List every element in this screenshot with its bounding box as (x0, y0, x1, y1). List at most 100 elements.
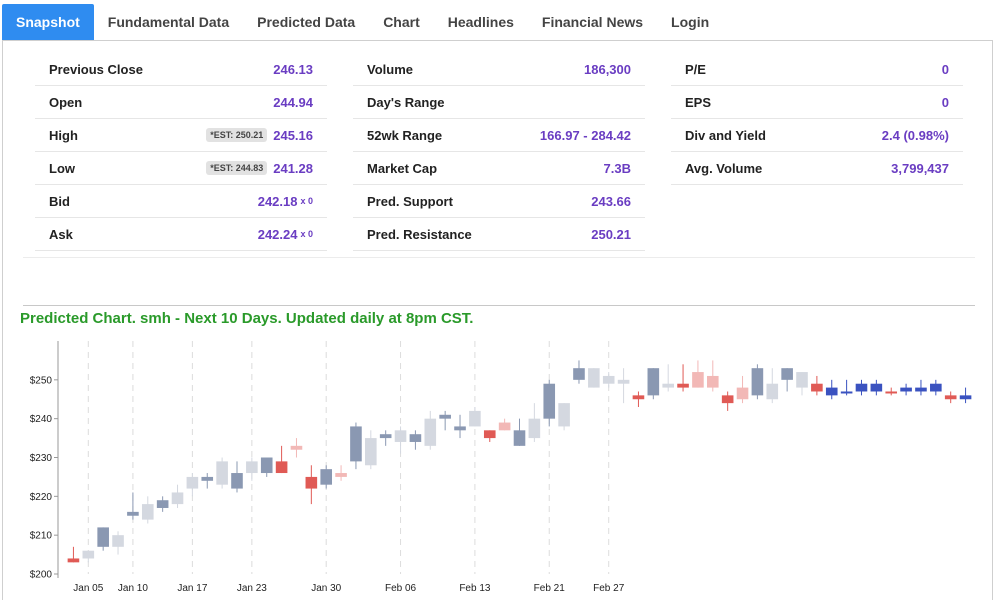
candle-body (944, 395, 957, 400)
candle-body (588, 368, 600, 388)
candle-body (632, 395, 645, 400)
candle-body (275, 461, 288, 474)
y-tick-label: $200 (30, 570, 53, 581)
candle-body (171, 492, 184, 505)
candle-body (112, 535, 124, 547)
candle-body (320, 469, 333, 485)
stat-row-ask: Ask 242.24 x 0 (35, 218, 327, 251)
stat-label: P/E (685, 61, 706, 77)
x-tick-label: Jan 23 (237, 583, 267, 594)
x-tick-label: Jan 17 (177, 583, 207, 594)
candle-body (305, 476, 318, 489)
stat-label: Market Cap (367, 160, 438, 176)
candle-body (647, 368, 660, 396)
stat-row-div-and-yield: Div and Yield 2.4 (0.98%) (671, 119, 963, 152)
tab-predicted-data[interactable]: Predicted Data (257, 14, 356, 30)
candle-body (156, 500, 169, 508)
candle-body (930, 383, 942, 392)
candle-body (900, 387, 912, 392)
stat-row-high: High *EST: 250.21 245.16 (35, 119, 327, 152)
candle-body (796, 372, 808, 388)
tab-chart[interactable]: Chart (383, 14, 420, 30)
stat-label: Avg. Volume (685, 160, 763, 176)
stat-label: Low (49, 160, 75, 176)
candle-body (394, 430, 407, 442)
stat-row-market-cap: Market Cap 7.3B (353, 152, 645, 185)
stat-row-pred-resistance: Pred. Resistance 250.21 (353, 218, 645, 251)
candle-body (736, 387, 749, 400)
tab-snapshot[interactable]: Snapshot (2, 4, 94, 40)
stat-label: Bid (49, 193, 70, 209)
tab-login[interactable]: Login (671, 14, 710, 30)
candle-body (127, 511, 139, 516)
stat-label: EPS (685, 94, 712, 110)
stat-value: 2.4 (0.98%) (881, 127, 949, 143)
x-tick-label: Feb 13 (459, 583, 491, 594)
stat-value: 166.97 - 284.42 (539, 127, 631, 143)
stat-value: 242.24 (257, 226, 298, 242)
x-tick-label: Feb 21 (534, 583, 566, 594)
predicted-chart: $200 $210 $220 $230 $240 $250 Jan 05 Jan 10 Jan … (30, 341, 972, 594)
candle-body (706, 375, 719, 388)
candle-body (662, 383, 674, 388)
stat-label: Div and Yield (685, 127, 766, 143)
stat-label: Previous Close (49, 61, 143, 77)
candle-body (602, 375, 615, 384)
candle-body (573, 368, 585, 380)
candle-body (454, 426, 466, 431)
y-tick-label: $230 (30, 453, 53, 464)
stat-label: 52wk Range (367, 127, 443, 143)
y-tick-label: $240 (30, 414, 53, 425)
candle-body (260, 457, 273, 474)
stat-label: Volume (367, 61, 413, 77)
candle-body (350, 426, 362, 462)
candle-body (365, 438, 377, 466)
candle-body (379, 434, 392, 439)
stat-row-52wk-range: 52wk Range 166.97 - 284.42 (353, 119, 645, 152)
candle-body (424, 418, 437, 446)
x-tick-label: Jan 05 (73, 583, 103, 594)
candle-body (335, 473, 347, 477)
candle-body (840, 391, 853, 394)
stat-quantity: x 0 (300, 229, 313, 239)
candle-body (811, 383, 823, 392)
candle-body (216, 461, 228, 485)
tab-fundamental-data[interactable]: Fundamental Data (107, 14, 230, 30)
stat-row-volume: Volume 186,300 (353, 53, 645, 86)
candle-body (67, 558, 80, 563)
divider (23, 305, 975, 306)
candle-body (870, 383, 883, 392)
stat-value: 243.66 (591, 193, 631, 209)
tab-headlines[interactable]: Headlines (447, 14, 514, 30)
stat-value: 0 (941, 94, 949, 110)
tab-financial-news[interactable]: Financial News (541, 14, 644, 30)
candle-body (558, 403, 570, 427)
candle-body (82, 550, 95, 559)
stat-value: 241.28 (273, 160, 313, 176)
candle-body (677, 383, 689, 388)
stat-label: Pred. Resistance (367, 226, 472, 242)
candle-body (246, 461, 258, 474)
estimate-badge: *EST: 244.83 (206, 161, 268, 175)
chart-title: Predicted Chart. smh - Next 10 Days. Upd… (20, 310, 474, 327)
candle-body (513, 430, 526, 446)
stat-row-bid: Bid 242.18 x 0 (35, 185, 327, 218)
candle-body (751, 368, 764, 396)
candle-body (439, 414, 451, 419)
candle-body (885, 391, 898, 394)
stat-label: Pred. Support (367, 193, 453, 209)
candle-body (825, 387, 838, 396)
stat-value: 0 (941, 61, 949, 77)
candle-body (186, 476, 199, 489)
candle-body (959, 395, 972, 400)
snapshot-column-2: Volume 186,300 Day's Range 52wk Range 166.97… (353, 53, 645, 251)
candle-body (528, 418, 541, 439)
estimate-badge: *EST: 250.21 (206, 128, 268, 142)
stat-value: 7.3B (603, 160, 631, 176)
stat-label: Ask (49, 226, 73, 242)
stat-value: 246.13 (273, 61, 313, 77)
stat-row-low: Low *EST: 244.83 241.28 (35, 152, 327, 185)
stat-row-day-s-range: Day's Range (353, 86, 645, 119)
divider (23, 257, 975, 258)
stat-value: 242.18 (257, 193, 298, 209)
